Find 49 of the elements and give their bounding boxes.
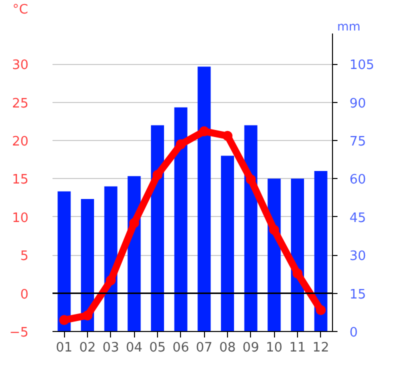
x-tick-label: 04 xyxy=(126,340,142,356)
x-tick-label: 11 xyxy=(289,340,306,356)
point xyxy=(246,174,256,184)
bar xyxy=(174,107,188,332)
x-tick-label: 05 xyxy=(149,340,166,356)
point xyxy=(316,305,326,316)
point xyxy=(269,224,280,235)
bar xyxy=(58,191,71,332)
x-tick-label: 12 xyxy=(312,340,330,356)
x-tick-label: 08 xyxy=(219,340,236,356)
y2-tick-label: 75 xyxy=(350,134,366,150)
y2-tick-label: 15 xyxy=(350,287,366,302)
bar xyxy=(290,178,304,332)
y2-tick-label: 45 xyxy=(350,210,366,226)
x-tick-label: 06 xyxy=(172,340,190,356)
x-tick-label: 09 xyxy=(242,340,260,356)
y-tick-label: 20 xyxy=(12,134,29,150)
y-tick-label: 10 xyxy=(12,210,29,226)
x-tick-label: 07 xyxy=(196,340,212,356)
x-tick-label: 10 xyxy=(266,340,282,356)
point xyxy=(129,218,140,228)
bar xyxy=(198,66,211,332)
point xyxy=(292,268,302,278)
x-tick-label: 01 xyxy=(56,340,72,356)
y-tick-label: 0 xyxy=(20,287,29,302)
point xyxy=(176,139,186,150)
bar xyxy=(150,125,164,332)
point xyxy=(199,126,210,136)
y-tick-label: 5 xyxy=(20,249,29,264)
y2-tick-label: 30 xyxy=(350,249,366,264)
y-tick-label: −5 xyxy=(9,326,29,340)
y-tick-label: 30 xyxy=(12,58,29,74)
bar xyxy=(220,156,234,332)
y2-tick-label: 0 xyxy=(350,326,358,340)
y2-tick-label: 60 xyxy=(350,172,366,188)
y2-tick-label: 105 xyxy=(350,58,374,74)
x-tick-label: 02 xyxy=(79,340,96,356)
x-tick-label: 03 xyxy=(102,340,120,356)
bar xyxy=(314,171,328,332)
y2-axis-title: mm xyxy=(337,20,361,34)
point xyxy=(59,315,70,326)
point xyxy=(106,275,116,286)
y-tick-label: 15 xyxy=(12,172,29,188)
point xyxy=(82,310,92,320)
y2-tick-label: 90 xyxy=(350,96,366,112)
point xyxy=(152,170,162,180)
y-tick-label: 25 xyxy=(12,96,29,112)
y-axis-title: °C xyxy=(12,2,28,18)
point xyxy=(222,130,232,141)
